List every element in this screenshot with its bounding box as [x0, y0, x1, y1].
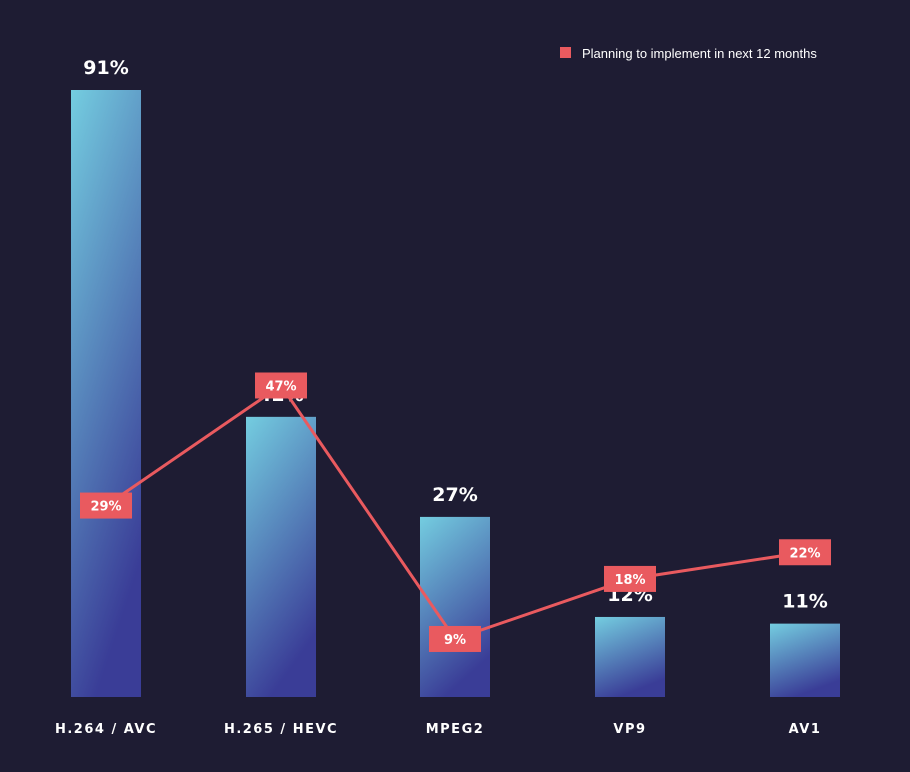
legend-swatch	[560, 47, 571, 58]
planning-point-mpeg2: 9%	[429, 625, 481, 652]
planning-point-h-264-avc: 29%	[80, 492, 132, 519]
planning-point-label: 18%	[614, 573, 645, 588]
category-label-mpeg2: MPEG2	[426, 722, 485, 737]
legend: Planning to implement in next 12 months	[560, 46, 817, 61]
category-label-vp9: VP9	[613, 722, 646, 737]
bar-mpeg2	[420, 516, 490, 697]
bar-av1	[770, 623, 840, 697]
planning-point-vp9: 18%	[604, 565, 656, 592]
planning-point-labels: 29% 47% 9% 18% 22%	[80, 372, 831, 652]
bars	[71, 90, 840, 697]
planning-point-box	[80, 492, 132, 519]
category-label-h-265-hevc: H.265 / HEVC	[224, 722, 338, 737]
bar-value-label-h-264-avc: 91%	[83, 57, 128, 79]
bar-value-label-av1: 11%	[782, 591, 827, 613]
planning-point-label: 22%	[789, 546, 820, 561]
planning-point-h-265-hevc: 47%	[255, 372, 307, 399]
category-labels: H.264 / AVC H.265 / HEVC MPEG2 VP9 AV1	[55, 722, 822, 737]
bar-h-265-hevc	[246, 416, 316, 697]
bar-h-264-avc	[71, 90, 141, 697]
category-label-h-264-avc: H.264 / AVC	[55, 722, 157, 737]
category-label-av1: AV1	[789, 722, 822, 737]
bar-vp9	[595, 616, 665, 697]
planning-point-box	[255, 372, 307, 399]
planning-point-box	[429, 625, 481, 652]
planning-point-box	[604, 565, 656, 592]
bar-value-label-mpeg2: 27%	[432, 484, 477, 506]
planning-point-label: 29%	[90, 500, 121, 515]
planning-point-label: 47%	[265, 379, 296, 394]
planning-point-av1: 22%	[779, 539, 831, 566]
planning-point-label: 9%	[444, 633, 466, 648]
planning-point-box	[779, 539, 831, 566]
legend-label: Planning to implement in next 12 months	[582, 46, 817, 61]
